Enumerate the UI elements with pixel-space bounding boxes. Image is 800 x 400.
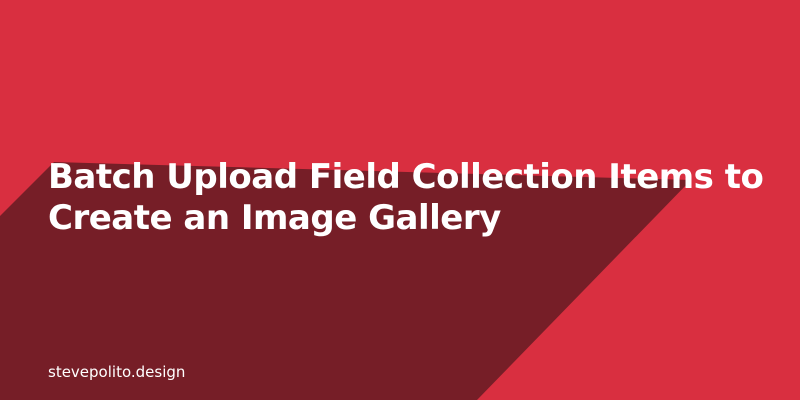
post-title-line-2: Create an Image Gallery: [48, 198, 501, 238]
shadow-band: [0, 162, 691, 400]
post-title: Batch Upload Field Collection Items to C…: [48, 157, 764, 239]
post-title-line-1: Batch Upload Field Collection Items to: [48, 157, 764, 197]
site-url: stevepolito.design: [48, 363, 186, 381]
